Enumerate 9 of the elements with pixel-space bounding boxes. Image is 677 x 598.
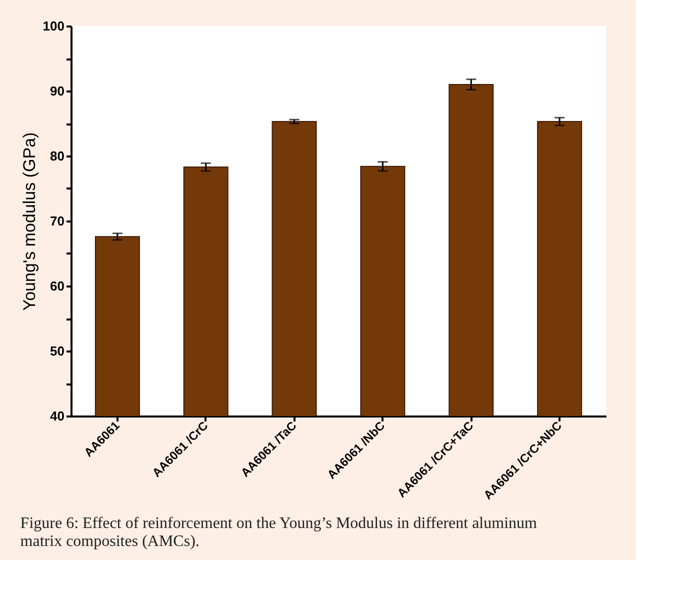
caption: Figure 6: Effect of reinforcement on the Young’s Modulus in different aluminum matrix composites (AMCs).	[20, 515, 538, 550]
y-tick-label: 100	[42, 18, 64, 34]
y-tick-label: 50	[50, 344, 64, 358]
y-tick-label: 40	[50, 408, 64, 424]
y-axis-title: Young's modulus (GPa)	[20, 132, 39, 311]
y-tick-label: 60	[50, 278, 64, 294]
y-tick-label: 90	[50, 84, 64, 98]
y-tick-label: 80	[50, 148, 64, 164]
y-tick-label: 70	[50, 214, 64, 228]
